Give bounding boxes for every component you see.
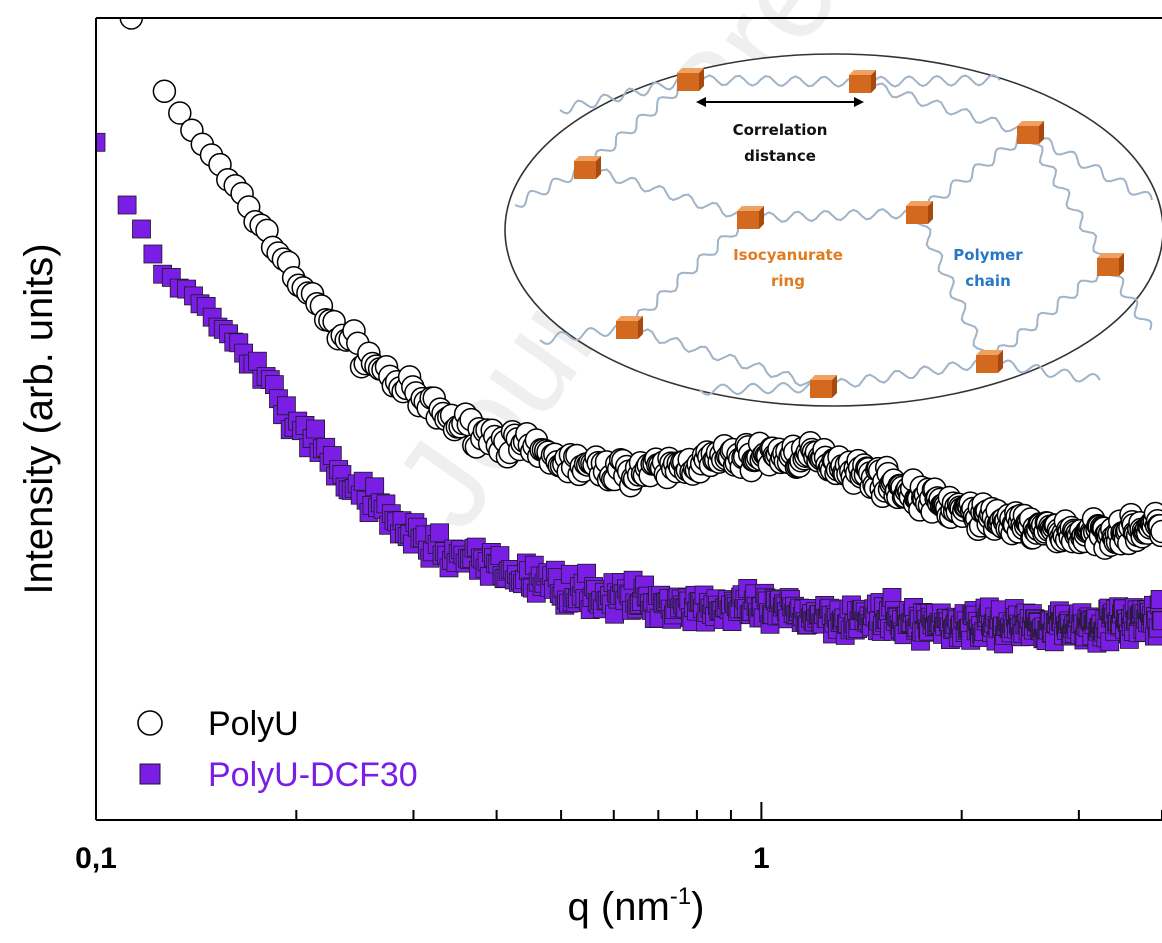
polyu-dcf30-point: [1150, 590, 1162, 609]
legend: PolyU PolyU-DCF30: [137, 705, 418, 794]
label-chain: chain: [965, 272, 1011, 290]
polyu-dcf30-point: [365, 477, 385, 497]
polymer-chain-segment: [626, 216, 749, 330]
isocyanurate-cube: [1097, 253, 1124, 276]
polyu-point: [168, 101, 192, 125]
isocyanurate-cube: [737, 206, 764, 229]
isocyanurate-cube: [810, 375, 837, 398]
polymer-chain-segment: [820, 357, 988, 392]
label-isocyanurate: Isocyanurate: [733, 246, 843, 264]
isocyanurate-cube: [906, 201, 933, 224]
polyu-point: [152, 79, 177, 104]
isocyanurate-rings: [574, 68, 1124, 398]
polymer-chains: [514, 74, 1153, 396]
polyu-dcf30-point: [430, 523, 450, 543]
polymer-chain-segment: [986, 359, 1101, 383]
isocyanurate-cube: [1017, 121, 1044, 144]
legend-label-polyu: PolyU: [208, 705, 299, 743]
polyu-point: [1150, 519, 1162, 544]
y-axis-label: Intensity (arb. units): [17, 243, 61, 594]
polyu-dcf30-point: [132, 219, 151, 239]
polymer-chain-segment: [539, 322, 628, 346]
label-ring: ring: [771, 272, 805, 290]
series-polyu-dcf30: [96, 132, 1162, 654]
polyu-dcf30-point: [306, 419, 326, 439]
x-tick-label: 0,1: [75, 842, 117, 875]
correlation-distance-arrow: [696, 97, 864, 107]
polyu-dcf30-point: [117, 195, 137, 215]
polyu-dcf30-point: [143, 244, 163, 264]
polyu-dcf30-point: [96, 132, 106, 152]
polymer-chain-segment: [859, 81, 1029, 134]
isocyanurate-cube: [677, 68, 704, 91]
polymer-chain-segment: [687, 74, 861, 88]
polymer-chain-segment: [584, 167, 749, 219]
polymer-chain-segment: [626, 327, 822, 388]
x-ticks: [95, 802, 1162, 820]
polymer-chain-segment: [1025, 132, 1111, 266]
polymer-chain-segment: [699, 381, 822, 396]
label-distance: distance: [744, 147, 816, 165]
polymer-chain-segment: [859, 74, 1001, 88]
polymer-chain-segment: [1027, 132, 1153, 201]
legend-marker-polyu-dcf30: [139, 763, 161, 785]
isocyanurate-cube: [616, 316, 643, 339]
polymer-chain-segment: [914, 212, 990, 363]
inset-ellipse: [504, 53, 1162, 407]
polymer-chain-segment: [514, 165, 586, 208]
polyu-dcf30-point: [1152, 611, 1162, 631]
series-polyu: [119, 18, 1162, 560]
x-tick-labels: 0,1 1: [75, 842, 770, 875]
isocyanurate-cube: [976, 350, 1003, 373]
polymer-chain-segment: [559, 75, 689, 115]
polymer-chain-segment: [986, 263, 1109, 364]
isocyanurate-cube: [849, 70, 876, 93]
label-polymer: Polymer: [953, 246, 1023, 264]
inset-network-schematic: Correlation distance Isocyanurate ring P…: [504, 53, 1162, 407]
polyu-dcf30-point: [276, 396, 296, 416]
label-correlation: Correlation: [733, 121, 828, 139]
legend-marker-polyu: [137, 710, 163, 736]
legend-label-polyu-dcf30: PolyU-DCF30: [208, 756, 418, 794]
isocyanurate-cube: [574, 156, 601, 179]
x-axis-label: q (nm-1): [568, 883, 705, 929]
polymer-chain-segment: [584, 78, 689, 170]
polymer-chain-segment: [916, 131, 1029, 215]
polyu-point: [119, 18, 144, 30]
x-tick-label: 1: [753, 842, 770, 875]
polymer-chain-segment: [747, 207, 918, 224]
